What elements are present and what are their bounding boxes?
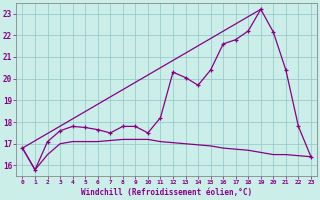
X-axis label: Windchill (Refroidissement éolien,°C): Windchill (Refroidissement éolien,°C) [81, 188, 252, 197]
